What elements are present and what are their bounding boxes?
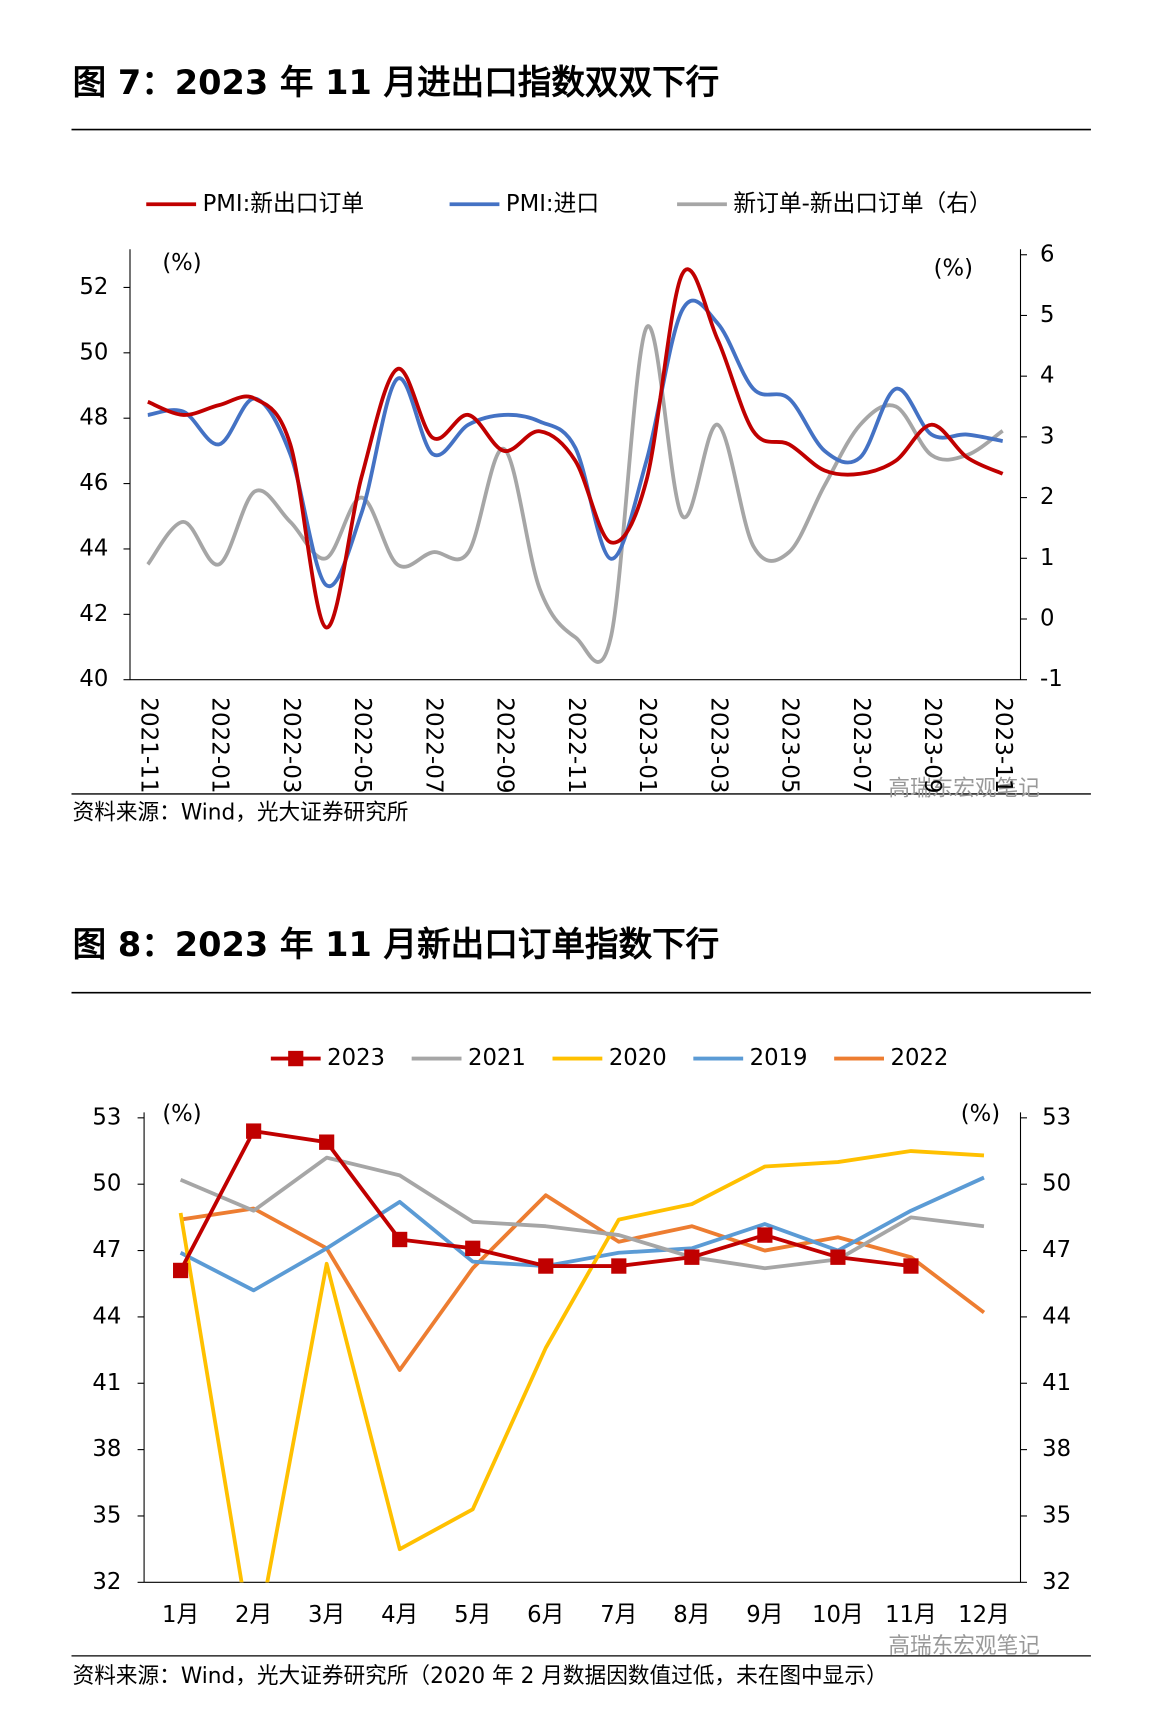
figure-title: 图 8：2023 年 11 月新出口订单指数下行 bbox=[73, 925, 720, 964]
point-marker bbox=[611, 1258, 627, 1274]
x-tick-label: 2023-09 bbox=[919, 697, 945, 793]
y2-tick-label: 44 bbox=[1042, 1303, 1071, 1329]
y-tick-label: 50 bbox=[92, 1171, 121, 1197]
x-tick-label: 2023-11 bbox=[990, 697, 1016, 793]
y-tick-label: 40 bbox=[79, 666, 108, 692]
y2-tick-label: 50 bbox=[1042, 1171, 1071, 1197]
x-tick-label: 3月 bbox=[308, 1602, 345, 1628]
legend-marker bbox=[288, 1050, 304, 1067]
y2-axis-label: (%) bbox=[961, 1101, 1000, 1127]
y2-tick-label: 41 bbox=[1042, 1370, 1071, 1396]
point-marker bbox=[246, 1123, 262, 1139]
point-marker bbox=[757, 1227, 773, 1243]
x-tick-label: 1月 bbox=[162, 1602, 199, 1628]
watermark: 高瑞东宏观笔记 bbox=[888, 1634, 1040, 1659]
x-tick-label: 2021-11 bbox=[135, 697, 161, 793]
x-tick-label: 2022-09 bbox=[492, 697, 518, 793]
y-tick-label: 44 bbox=[92, 1303, 121, 1329]
y-tick-label: 38 bbox=[92, 1436, 121, 1462]
x-tick-label: 2022-11 bbox=[563, 697, 589, 793]
x-tick-label: 10月 bbox=[812, 1602, 864, 1628]
x-tick-label: 2022-03 bbox=[278, 697, 304, 793]
legend-label: PMI:进口 bbox=[506, 191, 599, 217]
y-tick-label: 42 bbox=[79, 601, 108, 627]
legend-label: 2023 bbox=[327, 1045, 385, 1071]
point-marker bbox=[903, 1258, 919, 1274]
y-tick-label: 47 bbox=[92, 1237, 121, 1263]
x-tick-label: 2023-07 bbox=[848, 697, 874, 793]
y2-tick-label: 4 bbox=[1040, 363, 1054, 389]
point-marker bbox=[684, 1249, 700, 1265]
legend-label: PMI:新出口订单 bbox=[203, 191, 364, 217]
x-tick-label: 9月 bbox=[746, 1602, 783, 1628]
legend-label: 2021 bbox=[468, 1045, 526, 1071]
x-tick-label: 2月 bbox=[235, 1602, 272, 1628]
series-line bbox=[147, 267, 1004, 630]
y2-tick-label: 5 bbox=[1040, 302, 1054, 328]
x-tick-label: 12月 bbox=[958, 1602, 1010, 1628]
watermark: 高瑞东宏观笔记 bbox=[888, 776, 1040, 801]
figure-title: 图 7：2023 年 11 月进出口指数双双下行 bbox=[73, 63, 720, 102]
y2-tick-label: 6 bbox=[1040, 241, 1054, 267]
legend-label: 2022 bbox=[891, 1045, 949, 1071]
x-tick-label: 11月 bbox=[885, 1602, 937, 1628]
y2-tick-label: 32 bbox=[1042, 1569, 1071, 1595]
y-axis-label: (%) bbox=[162, 250, 201, 276]
y-tick-label: 44 bbox=[79, 535, 108, 561]
y2-tick-label: 53 bbox=[1042, 1104, 1071, 1130]
y2-tick-label: 2 bbox=[1040, 484, 1054, 510]
point-marker bbox=[830, 1249, 846, 1265]
point-marker bbox=[538, 1258, 554, 1274]
x-tick-label: 2023-05 bbox=[777, 697, 803, 793]
y2-axis-label: (%) bbox=[934, 255, 973, 281]
x-tick-label: 2022-05 bbox=[349, 697, 375, 793]
point-marker bbox=[465, 1240, 481, 1257]
point-marker bbox=[319, 1134, 335, 1150]
y2-tick-label: 3 bbox=[1040, 423, 1054, 449]
legend-label: 2020 bbox=[609, 1045, 667, 1071]
x-tick-label: 6月 bbox=[527, 1602, 564, 1628]
x-tick-label: 2023-03 bbox=[705, 697, 731, 793]
y-tick-label: 35 bbox=[92, 1502, 121, 1528]
x-tick-label: 2023-01 bbox=[634, 697, 660, 793]
y-tick-label: 32 bbox=[92, 1569, 121, 1595]
y-axis-label: (%) bbox=[162, 1101, 201, 1127]
x-tick-label: 2022-01 bbox=[207, 697, 233, 793]
x-tick-label: 5月 bbox=[454, 1602, 491, 1628]
x-tick-label: 8月 bbox=[673, 1602, 710, 1628]
source: 资料来源：Wind，光大证券研究所（2020 年 2 月数据因数值过低，未在图中… bbox=[73, 1664, 888, 1689]
y2-tick-label: 47 bbox=[1042, 1237, 1071, 1263]
plot-area bbox=[146, 267, 1004, 664]
series-line bbox=[147, 298, 1004, 589]
x-tick-label: 2022-07 bbox=[420, 697, 446, 793]
y2-tick-label: 0 bbox=[1040, 605, 1054, 631]
point-marker bbox=[392, 1231, 408, 1248]
source: 资料来源：Wind，光大证券研究所 bbox=[73, 801, 409, 826]
y2-tick-label: 1 bbox=[1040, 545, 1054, 571]
series-line bbox=[179, 1175, 985, 1293]
series-line bbox=[178, 1129, 912, 1272]
y2-tick-label: -1 bbox=[1040, 666, 1063, 692]
series-line bbox=[178, 1149, 985, 1583]
y-tick-label: 46 bbox=[79, 470, 108, 496]
legend-label: 2019 bbox=[750, 1045, 808, 1071]
y-tick-label: 52 bbox=[79, 274, 108, 300]
y-tick-label: 41 bbox=[92, 1370, 121, 1396]
legend-label: 新订单-新出口订单（右） bbox=[733, 191, 991, 217]
y2-tick-label: 35 bbox=[1042, 1502, 1071, 1528]
y2-tick-label: 38 bbox=[1042, 1436, 1071, 1462]
x-tick-label: 7月 bbox=[600, 1602, 637, 1628]
point-marker bbox=[173, 1262, 189, 1279]
y-tick-label: 50 bbox=[79, 339, 108, 365]
series-line bbox=[180, 1193, 986, 1372]
y-tick-label: 53 bbox=[92, 1104, 121, 1130]
y-tick-label: 48 bbox=[79, 405, 108, 431]
series-line bbox=[146, 324, 1004, 664]
x-tick-label: 4月 bbox=[381, 1602, 418, 1628]
plot-area bbox=[173, 1123, 986, 1583]
series-line bbox=[179, 1155, 985, 1271]
